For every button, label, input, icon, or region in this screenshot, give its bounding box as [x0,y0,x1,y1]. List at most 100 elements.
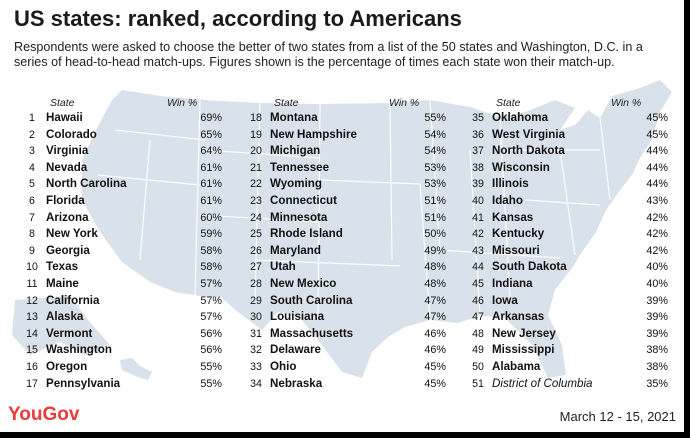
table-row: 30 Louisiana 47% [246,310,446,327]
table-row: 2 Colorado 65% [22,128,222,145]
win-percentage: 39% [646,311,668,324]
state-name: Arkansas [492,310,545,324]
state-name: Florida [46,194,85,207]
state-name: Vermont [46,326,93,340]
table-row: 16 Oregon 55% [22,360,222,377]
win-percentage: 40% [646,278,668,290]
rank-number: 43 [472,244,484,257]
rank-number: 41 [472,211,484,224]
win-percentage: 61% [200,161,222,174]
rank-number: 8 [29,228,35,241]
rank-number: 25 [250,228,262,241]
rank-number: 48 [472,327,484,340]
state-name: Wyoming [270,177,322,191]
win-percentage: 38% [646,344,668,357]
chart-frame: US states: ranked, according to American… [0,0,684,432]
rank-number: 47 [472,311,484,324]
win-percentage: 46% [424,327,446,340]
state-name: New York [46,227,98,241]
rank-number: 51 [472,377,484,390]
win-percentage: 61% [200,178,222,191]
state-name: Nebraska [270,376,323,390]
table-row: 17 Pennsylvania 55% [22,377,222,394]
win-percentage: 49% [424,244,446,257]
state-name: Delaware [270,343,321,357]
rank-number: 29 [250,294,262,307]
state-name: Maine [46,277,79,290]
alaska-shape [12,296,110,355]
state-name: Montana [270,111,318,124]
rank-number: 1 [29,112,35,124]
state-name: Colorado [46,127,97,141]
win-percentage: 44% [646,178,668,191]
win-percentage: 56% [200,344,222,357]
state-name: Iowa [492,293,518,307]
chart-title: US states: ranked, according to American… [14,6,462,31]
rank-number: 38 [472,161,484,174]
rank-number: 24 [250,211,262,224]
state-name: Mississippi [492,343,555,357]
rank-number: 14 [26,327,38,340]
win-percentage: 56% [200,327,222,340]
state-name: Connecticut [270,194,337,207]
rank-number: 20 [250,145,262,158]
table-row: 3 Virginia 64% [22,144,222,161]
col1-win-header: Win % [167,97,198,109]
state-name: North Carolina [46,177,127,191]
rank-number: 16 [26,361,38,373]
table-row: 33 Ohio 45% [246,360,446,377]
win-percentage: 44% [646,145,668,158]
rank-number: 26 [250,244,262,257]
col2-win-header: Win % [389,97,420,109]
table-row: 32 Delaware 46% [246,343,446,360]
state-name: Missouri [492,243,540,257]
win-percentage: 57% [200,311,222,324]
win-percentage: 48% [424,261,446,274]
table-row: 28 New Mexico 48% [246,277,446,294]
state-name: Maryland [270,243,321,257]
win-percentage: 57% [200,278,222,290]
win-percentage: 64% [200,145,222,158]
win-percentage: 65% [200,128,222,141]
state-name: Washington [46,343,112,357]
win-percentage: 44% [646,161,668,174]
win-percentage: 42% [646,244,668,257]
state-name: Kentucky [492,227,545,241]
table-row: 9 Georgia 58% [22,244,222,261]
rank-number: 45 [472,278,484,290]
win-percentage: 40% [646,261,668,274]
table-row: 1 Hawaii 69% [22,111,222,128]
rank-number: 34 [250,377,262,390]
table-row: 31 Massachusetts 46% [246,327,446,344]
state-name: Alabama [492,360,541,373]
rank-number: 44 [472,261,484,274]
rank-number: 11 [26,278,38,290]
win-percentage: 48% [424,278,446,290]
table-row: 21 Tennessee 53% [246,161,446,178]
rank-number: 50 [472,361,484,373]
table-row: 43 Missouri 42% [468,244,668,261]
hawaii-shape [120,358,152,380]
table-row: 5 North Carolina 61% [22,177,222,194]
table-row: 25 Rhode Island 50% [246,227,446,244]
table-row: 50 Alabama 38% [468,360,668,377]
state-name: New Mexico [270,277,337,290]
win-percentage: 35% [646,377,668,390]
rank-number: 12 [26,294,38,307]
state-borders [97,99,611,321]
us-map-outline [82,80,672,378]
table-row: 29 South Carolina 47% [246,294,446,311]
col3-win-header: Win % [611,97,642,109]
rank-number: 32 [250,344,262,357]
state-name: Arizona [46,210,89,224]
win-percentage: 45% [424,377,446,390]
rank-number: 49 [472,344,484,357]
table-row: 15 Washington 56% [22,343,222,360]
state-name: Kansas [492,210,534,224]
rank-number: 7 [29,211,35,224]
state-name: Alaska [46,310,84,324]
table-row: 22 Wyoming 53% [246,177,446,194]
col3-state-header: State [496,97,521,109]
survey-date: March 12 - 15, 2021 [559,409,676,424]
us-map-background [12,80,672,380]
